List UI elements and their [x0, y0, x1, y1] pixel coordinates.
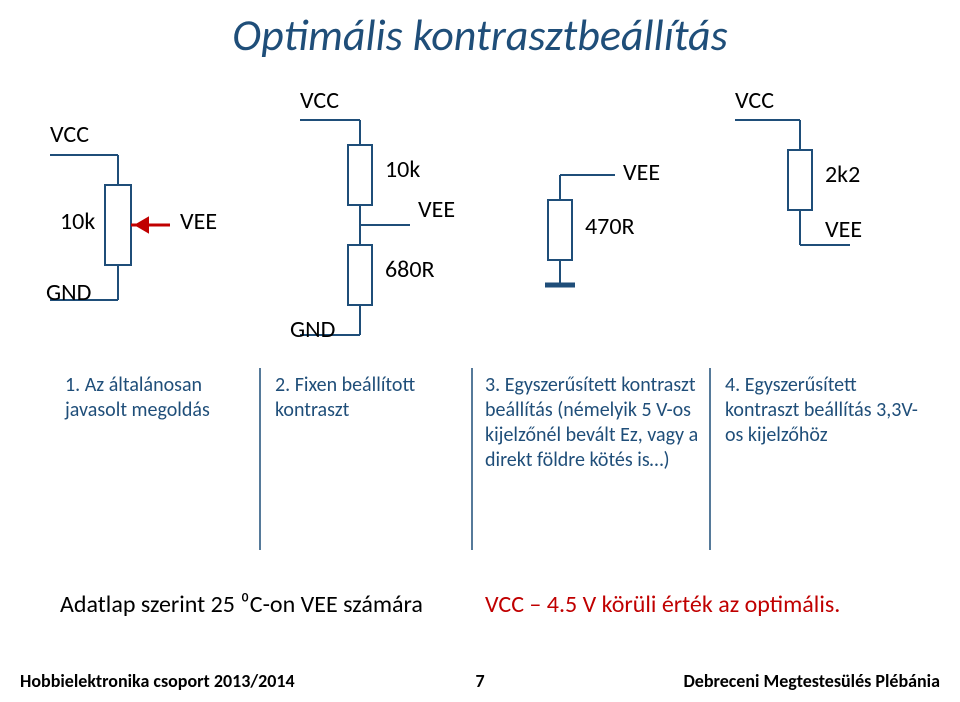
desc-1: 1. Az általánosan javasolt megoldás — [65, 373, 250, 423]
c2-vee-label: VEE — [418, 195, 455, 224]
c2-gnd-label: GND — [290, 315, 335, 344]
c1-vee-label: VEE — [180, 207, 217, 236]
c1-gnd-label: GND — [46, 278, 91, 307]
c3-r-label: 470R — [585, 212, 635, 241]
c4-vee-label: VEE — [825, 215, 862, 244]
c2-r1-label: 10k — [385, 155, 420, 184]
c2-r2-label: 680R — [385, 255, 435, 284]
c4-vcc-label: VCC — [735, 86, 774, 115]
desc-4: 4. Egyszerűsített kontraszt beállítás 3,… — [725, 373, 935, 448]
equation-left: Adatlap szerint 25 ⁰C-on VEE számára — [60, 590, 423, 619]
c1-pot-label: 10k — [60, 207, 95, 236]
c2-vcc-label: VCC — [300, 86, 339, 115]
c3-vee-label: VEE — [623, 158, 660, 187]
c1-vcc-label: VCC — [50, 120, 89, 149]
desc-3: 3. Egyszerűsített kontraszt beállítás (n… — [485, 373, 700, 473]
c4-r-label: 2k2 — [825, 160, 860, 189]
desc-2: 2. Fixen beállított kontraszt — [275, 373, 455, 423]
footer-right: Debreceni Megtestesülés Plébánia — [683, 670, 940, 692]
equation-right: VCC – 4.5 V körüli érték az optimális. — [485, 590, 840, 619]
